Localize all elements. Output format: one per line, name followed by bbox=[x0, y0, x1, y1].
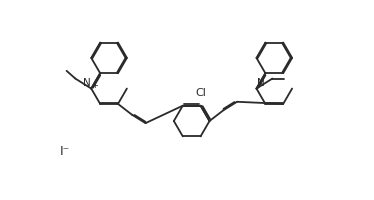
Text: I⁻: I⁻ bbox=[60, 145, 70, 158]
Text: N: N bbox=[83, 78, 91, 88]
Text: +: + bbox=[92, 81, 98, 90]
Text: N: N bbox=[257, 78, 265, 88]
Text: Cl: Cl bbox=[195, 88, 206, 98]
